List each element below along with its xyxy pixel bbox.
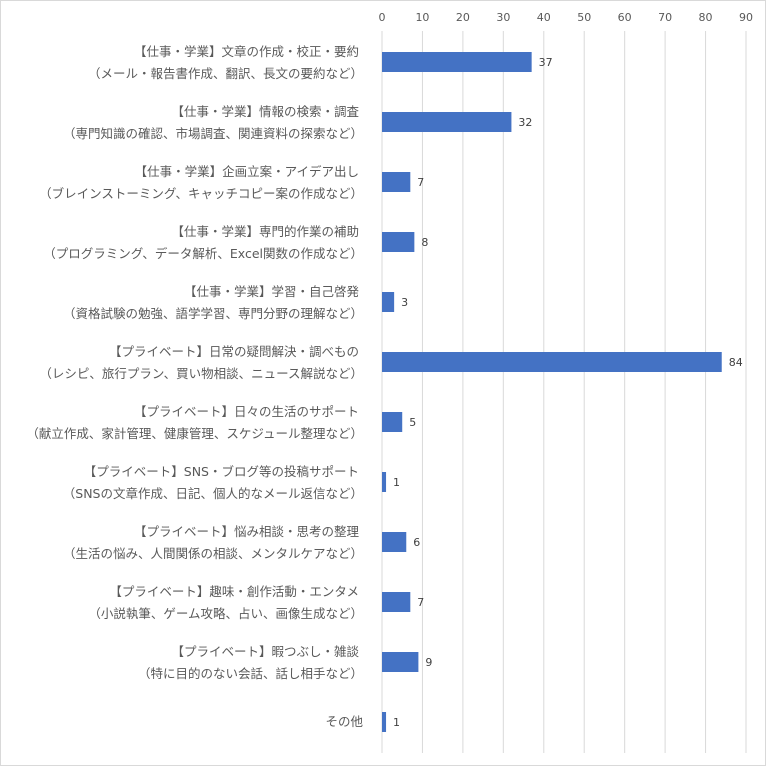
bar (382, 52, 532, 72)
category-label: 【プライベート】趣味・創作活動・エンタメ (109, 584, 359, 599)
category-label: （プログラミング、データ解析、Excel関数の作成など） (43, 246, 363, 261)
bar (382, 712, 387, 732)
category-label: （生活の悩み、人間関係の相談、メンタルケアなど） (63, 546, 363, 561)
category-label: （資格試験の勉強、語学学習、専門分野の理解など） (63, 306, 363, 321)
category-label: （SNSの文章作成、日記、個人的なメール返信など） (63, 486, 363, 501)
bar (382, 592, 411, 612)
data-label: 84 (729, 356, 743, 369)
bar (382, 472, 387, 492)
category-label: （献立作成、家計管理、健康管理、スケジュール整理など） (26, 426, 363, 441)
category-label: （小説執筆、ゲーム攻略、占い、画像生成など） (88, 606, 363, 621)
category-label: （専門知識の確認、市場調査、関連資料の探索など） (63, 126, 363, 141)
x-tick-label: 60 (618, 11, 632, 24)
category-label: 【仕事・学業】専門的作業の補助 (171, 224, 359, 239)
data-label: 1 (393, 476, 400, 489)
bar (382, 232, 415, 252)
data-label: 32 (518, 116, 532, 129)
category-label: 【仕事・学業】企画立案・アイデア出し (135, 164, 359, 179)
x-tick-label: 20 (456, 11, 470, 24)
category-label: 【プライベート】悩み相談・思考の整理 (134, 524, 360, 539)
x-tick-label: 40 (537, 11, 551, 24)
x-tick-label: 50 (577, 11, 591, 24)
bar (382, 652, 419, 672)
x-tick-label: 30 (496, 11, 510, 24)
category-label: （メール・報告書作成、翻訳、長文の要約など） (88, 66, 363, 81)
data-label: 3 (401, 296, 408, 309)
data-label: 7 (417, 176, 424, 189)
data-label: 1 (393, 716, 400, 729)
x-tick-label: 10 (415, 11, 429, 24)
category-label: その他 (325, 714, 363, 729)
category-label: 【プライベート】日々の生活のサポート (134, 404, 359, 419)
category-label: 【仕事・学業】文章の作成・校正・要約 (134, 44, 359, 59)
data-label: 37 (539, 56, 553, 69)
x-tick-label: 0 (379, 11, 386, 24)
category-label: （特に目的のない会話、話し相手など） (138, 666, 363, 681)
x-tick-label: 90 (739, 11, 753, 24)
bar (382, 352, 722, 372)
bar (382, 292, 395, 312)
bar (382, 172, 411, 192)
category-label: 【仕事・学業】情報の検索・調査 (171, 104, 359, 119)
data-label: 5 (409, 416, 416, 429)
category-label: （レシピ、旅行プラン、買い物相談、ニュース解説など） (39, 366, 363, 381)
category-label: 【プライベート】日常の疑問解決・調べもの (109, 344, 359, 359)
category-label: 【プライベート】暇つぶし・雑談 (171, 644, 359, 659)
x-tick-label: 80 (699, 11, 713, 24)
category-label: 【プライベート】SNS・ブログ等の投稿サポート (84, 464, 359, 479)
x-tick-label: 70 (658, 11, 672, 24)
bar (382, 112, 512, 132)
category-label: 【仕事・学業】学習・自己啓発 (184, 284, 360, 299)
bar (382, 532, 407, 552)
category-label: （ブレインストーミング、キャッチコピー案の作成など） (39, 186, 363, 201)
data-label: 8 (421, 236, 428, 249)
data-label: 9 (425, 656, 432, 669)
data-label: 7 (417, 596, 424, 609)
bar (382, 412, 403, 432)
data-label: 6 (413, 536, 420, 549)
